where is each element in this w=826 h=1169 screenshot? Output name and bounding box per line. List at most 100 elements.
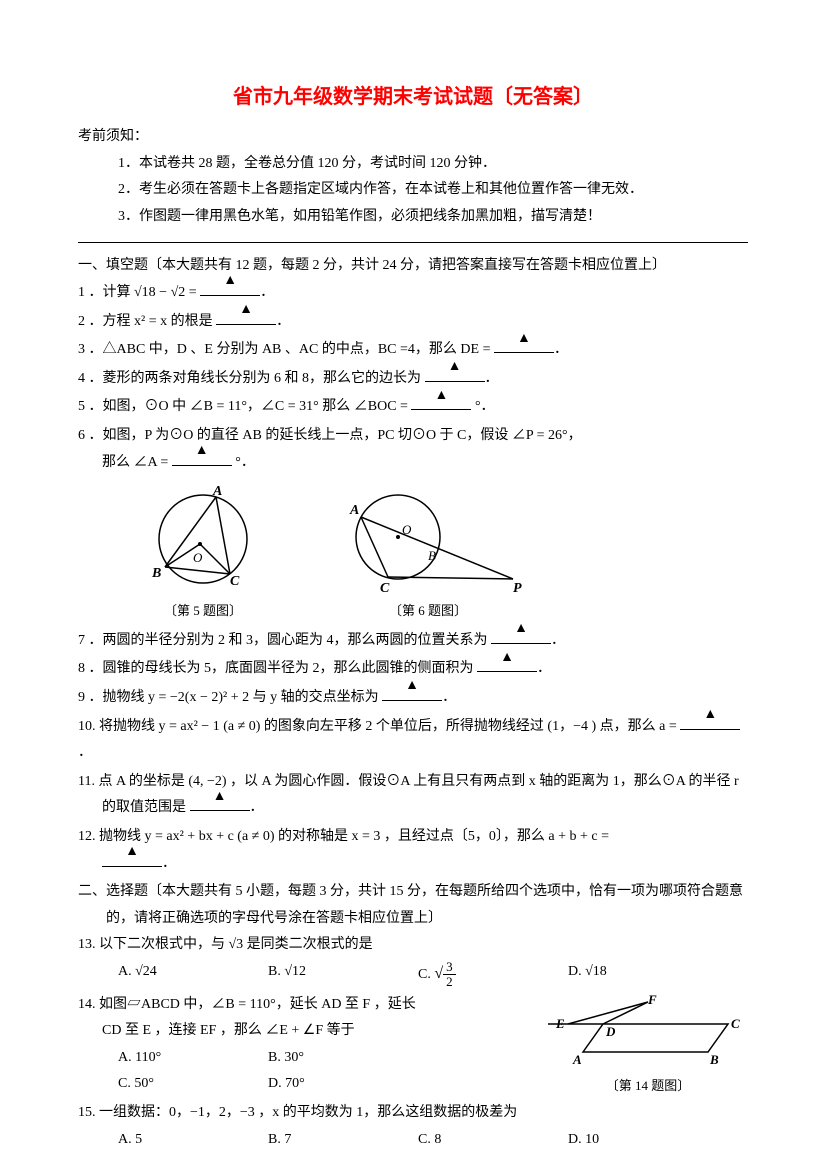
q15-text: 15. 一组数据：0，−1，2，−3 ，x 的平均数为 1，那么这组数据的极差为 (78, 1100, 748, 1127)
svg-text:O: O (193, 550, 203, 565)
circle-diagram-5: O A B C (138, 482, 268, 597)
blank (680, 714, 740, 730)
figure-14-caption: 〔第 14 题图〕 (548, 1074, 748, 1099)
figure-6-caption: 〔第 6 题图〕 (328, 599, 528, 624)
blank (411, 394, 471, 410)
figure-6: O A B C P 〔第 6 题图〕 (328, 482, 528, 624)
figure-5-caption: 〔第 5 题图〕 (138, 599, 268, 624)
section2-line1: 二、选择题〔本大题共有 5 小题，每题 3 分，共计 15 分，在每题所给四个选… (78, 884, 743, 899)
svg-text:A: A (349, 503, 359, 518)
q2-post: ． (276, 314, 290, 329)
blank (425, 366, 485, 382)
section2-line2: 的，请将正确选项的字母代号涂在答题卡相应位置上〕 (78, 911, 442, 926)
q9-post: ． (442, 690, 456, 705)
q6-post: °． (232, 455, 255, 470)
preface-item: 2．考生必须在答题卡上各题指定区域内作答，在本试卷上和其他位置作答一律无效． (118, 177, 748, 204)
q1-expr: √18 − √2 = (134, 285, 200, 300)
parallelogram-diagram: E F D C A B (548, 992, 748, 1072)
q13-text: 13. 以下二次根式中，与 √3 是同类二次根式的是 (78, 932, 748, 959)
q11-line2: 的取值范围是 (102, 800, 190, 815)
circle-diagram-6: O A B C P (328, 482, 528, 597)
q5-post: °． (471, 399, 494, 414)
q7-text: 7 ．两圆的半径分别为 2 和 3，圆心距为 4，那么两圆的位置关系为 (78, 633, 491, 648)
q3-post: ． (554, 342, 568, 357)
option-a: A. 110° (118, 1045, 268, 1072)
blank (190, 795, 250, 811)
svg-text:C: C (230, 574, 240, 589)
question-12: 12. 抛物线 y = ax² + bx + c (a ≠ 0) 的对称轴是 x… (78, 824, 748, 877)
blank (200, 280, 260, 296)
q14-line2: CD 至 E ，连接 EF ，那么 ∠E + ∠F 等于 (78, 1018, 548, 1045)
question-6: 6 ．如图，P 为⊙O 的直径 AB 的延长线上一点，PC 切⊙O 于 C，假设… (78, 423, 748, 476)
blank (216, 309, 276, 325)
svg-text:B: B (151, 566, 161, 581)
svg-text:A: A (572, 1052, 582, 1067)
option-b: B. 30° (268, 1045, 418, 1072)
question-13: 13. 以下二次根式中，与 √3 是同类二次根式的是 A. √24 B. √12… (78, 932, 748, 989)
q11-post: ． (250, 800, 264, 815)
blank (494, 337, 554, 353)
blank (382, 685, 442, 701)
svg-text:E: E (555, 1016, 565, 1031)
question-14: 14. 如图▱ABCD 中，∠B = 110°，延长 AD 至 F ，延长 CD… (78, 992, 748, 1099)
question-7: 7 ．两圆的半径分别为 2 和 3，圆心距为 4，那么两圆的位置关系为 ． (78, 628, 748, 655)
page-title: 省市九年级数学期末考试试题〔无答案〕 (78, 78, 748, 116)
q13-c-pre: C. (418, 967, 434, 982)
question-4: 4 ．菱形的两条对角线长分别为 6 和 8，那么它的边长为 ． (78, 366, 748, 393)
q10-post: ． (78, 745, 92, 760)
svg-text:F: F (647, 992, 657, 1007)
blank (477, 656, 537, 672)
option-a: A. √24 (118, 959, 268, 990)
option-d: D. 70° (268, 1071, 418, 1098)
q3-text: 3 ．△ABC 中，D 、E 分别为 AB 、AC 的中点，BC =4，那么 D… (78, 342, 494, 357)
q8-post: ． (537, 661, 551, 676)
q2-pre: 2 ．方程 x² = x 的根是 (78, 314, 216, 329)
preface-item: 3．作图题一律用黑色水笔，如用铅笔作图，必须把线条加黑加粗，描写清楚！ (118, 204, 748, 231)
option-a: A. 5 (118, 1127, 268, 1154)
option-b: B. 7 (268, 1127, 418, 1154)
option-c: C. √32 (418, 959, 568, 990)
question-11: 11. 点 A 的坐标是 (4, −2) ，以 A 为圆心作圆．假设⊙A 上有且… (78, 769, 748, 822)
option-d: D. 10 (568, 1127, 718, 1154)
svg-text:P: P (513, 581, 522, 596)
figure-row-1: O A B C 〔第 5 题图〕 O A B C P 〔第 6 题图〕 (138, 482, 748, 624)
q4-text: 4 ．菱形的两条对角线长分别为 6 和 8，那么它的边长为 (78, 371, 425, 386)
q6-line1: 6 ．如图，P 为⊙O 的直径 AB 的延长线上一点，PC 切⊙O 于 C，假设… (78, 423, 748, 450)
divider (78, 242, 748, 243)
question-10: 10. 将抛物线 y = ax² − 1 (a ≠ 0) 的图象向左平移 2 个… (78, 714, 748, 767)
svg-text:A: A (212, 484, 222, 499)
section-2-heading: 二、选择题〔本大题共有 5 小题，每题 3 分，共计 15 分，在每题所给四个选… (78, 879, 748, 932)
svg-text:C: C (731, 1016, 740, 1031)
q11-line1: 11. 点 A 的坐标是 (4, −2) ，以 A 为圆心作圆．假设⊙A 上有且… (78, 769, 748, 796)
preface-list: 1．本试卷共 28 题，全卷总分值 120 分，考试时间 120 分钟． 2．考… (78, 151, 748, 231)
blank (172, 450, 232, 466)
option-d: D. √18 (568, 959, 718, 990)
blank (102, 851, 162, 867)
q9-text: 9 ．抛物线 y = −2(x − 2)² + 2 与 y 轴的交点坐标为 (78, 690, 382, 705)
q6-line2: 那么 ∠A = (102, 455, 172, 470)
preface-item: 1．本试卷共 28 题，全卷总分值 120 分，考试时间 120 分钟． (118, 151, 748, 178)
q5-text: 5 ．如图，⊙O 中 ∠B = 11°，∠C = 31° 那么 ∠BOC = (78, 399, 411, 414)
q10-text: 10. 将抛物线 y = ax² − 1 (a ≠ 0) 的图象向左平移 2 个… (78, 719, 680, 734)
q14-line1: 14. 如图▱ABCD 中，∠B = 110°，延长 AD 至 F ，延长 (78, 992, 548, 1019)
figure-14: E F D C A B 〔第 14 题图〕 (548, 992, 748, 1099)
q1-post: ． (260, 285, 274, 300)
section-1-heading: 一、填空题〔本大题共有 12 题，每题 2 分，共计 24 分，请把答案直接写在… (78, 253, 748, 280)
question-1: 1 ．计算 √18 − √2 = ． (78, 280, 748, 307)
svg-text:B: B (428, 548, 436, 563)
q4-post: ． (485, 371, 499, 386)
q1-pre: 1 ．计算 (78, 285, 134, 300)
svg-text:C: C (380, 581, 390, 596)
preface-heading: 考前须知： (78, 124, 748, 151)
question-5: 5 ．如图，⊙O 中 ∠B = 11°，∠C = 31° 那么 ∠BOC = °… (78, 394, 748, 421)
q7-post: ． (551, 633, 565, 648)
option-b: B. √12 (268, 959, 418, 990)
question-15: 15. 一组数据：0，−1，2，−3 ，x 的平均数为 1，那么这组数据的极差为… (78, 1100, 748, 1153)
question-9: 9 ．抛物线 y = −2(x − 2)² + 2 与 y 轴的交点坐标为 ． (78, 685, 748, 712)
question-3: 3 ．△ABC 中，D 、E 分别为 AB 、AC 的中点，BC =4，那么 D… (78, 337, 748, 364)
svg-text:B: B (709, 1052, 719, 1067)
q12-post: ． (162, 856, 176, 871)
figure-5: O A B C 〔第 5 题图〕 (138, 482, 268, 624)
question-2: 2 ．方程 x² = x 的根是 ． (78, 309, 748, 336)
option-c: C. 8 (418, 1127, 568, 1154)
